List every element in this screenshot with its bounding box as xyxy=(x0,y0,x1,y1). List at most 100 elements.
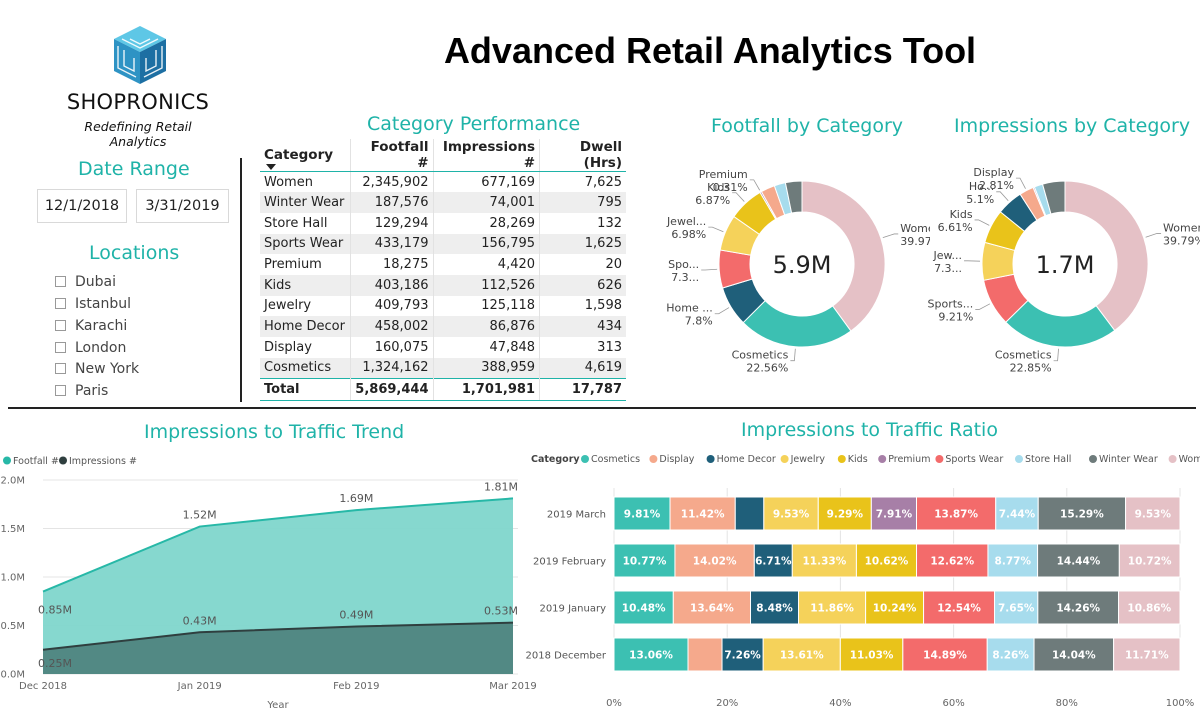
donut-label-value: 5.1% xyxy=(966,193,994,206)
table-row[interactable]: Women 2,345,902 677,169 7,625 xyxy=(260,171,626,193)
legend-marker-icon xyxy=(581,455,589,463)
donut-slice-women[interactable] xyxy=(1064,180,1149,332)
bar-segment-jewelry[interactable] xyxy=(791,543,857,578)
bar-segment-kids[interactable] xyxy=(817,496,872,531)
bar-segment-home-decor[interactable] xyxy=(734,496,765,531)
bar-segment-display[interactable] xyxy=(674,543,755,578)
donut-leader-line xyxy=(1015,177,1026,189)
bar-segment-women[interactable] xyxy=(1113,637,1181,672)
bar-data-label: 13.61% xyxy=(780,650,824,662)
bar-segment-cosmetics[interactable] xyxy=(613,543,676,578)
table-row[interactable]: Cosmetics 1,324,162 388,959 4,619 xyxy=(260,357,626,379)
x-axis-label: Year xyxy=(266,700,289,711)
cell-footfall: 458,002 xyxy=(350,316,433,337)
table-row[interactable]: Display 160,075 47,848 313 xyxy=(260,337,626,358)
checkbox[interactable] xyxy=(55,276,66,287)
checkbox[interactable] xyxy=(55,363,66,374)
checkbox[interactable] xyxy=(55,298,66,309)
table-row[interactable]: Sports Wear 433,179 156,795 1,625 xyxy=(260,233,626,255)
location-item-karachi[interactable]: Karachi xyxy=(55,316,127,336)
bar-segment-sports-wear[interactable] xyxy=(923,590,996,625)
bar-segment-kids[interactable] xyxy=(839,637,904,672)
bar-segment-kids[interactable] xyxy=(865,590,925,625)
bar-segment-women[interactable] xyxy=(1118,590,1181,625)
bar-segment-cosmetics[interactable] xyxy=(613,496,671,531)
x-tick-label: 80% xyxy=(1056,698,1078,709)
location-item-paris[interactable]: Paris xyxy=(55,381,108,401)
bar-segment-women[interactable] xyxy=(1125,496,1181,531)
bar-segment-jewelry[interactable] xyxy=(762,637,841,672)
impressions-by-category-title: Impressions by Category xyxy=(954,115,1191,137)
bar-segment-sports-wear[interactable] xyxy=(916,543,989,578)
donut-label-value: 2.81% xyxy=(979,179,1014,192)
bar-segment-display[interactable] xyxy=(687,637,723,672)
cell-category: Cosmetics xyxy=(260,357,351,379)
bar-data-label: 13.64% xyxy=(690,603,734,615)
cell-category: Winter Wear xyxy=(260,192,351,213)
table-row[interactable]: Premium 18,275 4,420 20 xyxy=(260,254,626,275)
total-footfall: 5,869,444 xyxy=(350,377,433,401)
bar-segment-home-decor[interactable] xyxy=(721,637,764,672)
column-header-footfall[interactable]: Footfall # xyxy=(350,139,433,172)
donut-label-value: 22.56% xyxy=(746,362,788,375)
bar-data-label: 7.44% xyxy=(999,509,1036,521)
shopronics-logo-icon xyxy=(114,26,166,84)
line-impressions[interactable] xyxy=(42,621,514,651)
line-footfall[interactable] xyxy=(42,497,514,593)
bar-data-label: 11.71% xyxy=(1125,650,1169,662)
table-row[interactable]: Kids 403,186 112,526 626 xyxy=(260,274,626,296)
footfall-by-category-title: Footfall by Category xyxy=(711,115,904,137)
bar-segment-sports-wear[interactable] xyxy=(916,496,997,531)
bar-segment-store-hall[interactable] xyxy=(994,590,1039,625)
column-header-category[interactable]: Category xyxy=(260,139,351,172)
bar-segment-sports-wear[interactable] xyxy=(902,637,988,672)
table-row[interactable]: Winter Wear 187,576 74,001 795 xyxy=(260,192,626,213)
bar-segment-winter-wear[interactable] xyxy=(1037,590,1120,625)
bar-segment-winter-wear[interactable] xyxy=(1037,543,1120,578)
bar-segment-store-hall[interactable] xyxy=(986,637,1035,672)
location-item-london[interactable]: London xyxy=(55,338,126,358)
donut-label-name: Spo... xyxy=(668,258,699,271)
donut-leader-line xyxy=(996,191,1009,202)
bar-segment-display[interactable] xyxy=(669,496,736,531)
cell-impressions: 677,169 xyxy=(432,171,540,193)
bar-data-label: 10.86% xyxy=(1127,603,1171,615)
end-date-input[interactable]: 3/31/2019 xyxy=(136,189,229,223)
bar-segment-winter-wear[interactable] xyxy=(1033,637,1115,672)
total-dwell: 17,787 xyxy=(539,377,626,401)
bar-segment-home-decor[interactable] xyxy=(750,590,799,625)
legend-marker-icon xyxy=(780,455,789,463)
bar-data-label: 7.91% xyxy=(876,509,913,521)
column-header-impressions[interactable]: Impressions # xyxy=(432,139,540,172)
column-header-dwell[interactable]: Dwell (Hrs) xyxy=(539,139,626,172)
bar-segment-cosmetics[interactable] xyxy=(613,590,674,625)
location-item-istanbul[interactable]: Istanbul xyxy=(55,294,131,314)
cell-category: Kids xyxy=(260,274,351,296)
donut-leader-line xyxy=(701,268,718,271)
table-row[interactable]: Home Decor 458,002 86,876 434 xyxy=(260,316,626,337)
donut-slice-winter-wear[interactable] xyxy=(1041,180,1066,215)
sort-descending-icon[interactable] xyxy=(266,164,276,170)
table-row[interactable]: Jewelry 409,793 125,118 1,598 xyxy=(260,295,626,317)
cell-impressions: 112,526 xyxy=(432,274,540,296)
donut-slice-winter-wear[interactable] xyxy=(784,180,803,214)
donut-slice-women[interactable] xyxy=(801,180,886,332)
bar-segment-premium[interactable] xyxy=(870,496,918,531)
cell-footfall: 18,275 xyxy=(350,254,433,275)
bar-segment-women[interactable] xyxy=(1118,543,1181,578)
start-date-input[interactable]: 12/1/2018 xyxy=(37,189,127,223)
cell-impressions: 86,876 xyxy=(432,316,540,337)
location-item-new-york[interactable]: New York xyxy=(55,359,139,379)
checkbox[interactable] xyxy=(55,320,66,331)
donut-label-name: Premium xyxy=(699,168,748,181)
bar-data-label: 11.33% xyxy=(802,556,846,568)
checkbox[interactable] xyxy=(55,385,66,396)
bar-segment-cosmetics[interactable] xyxy=(613,637,689,672)
x-tick-label: 60% xyxy=(942,698,964,709)
location-item-dubai[interactable]: Dubai xyxy=(55,272,116,292)
checkbox[interactable] xyxy=(55,342,66,353)
table-row[interactable]: Store Hall 129,294 28,269 132 xyxy=(260,212,626,234)
donut-label-name: Cosmetics xyxy=(995,349,1052,362)
bar-segment-jewelry[interactable] xyxy=(763,496,819,531)
